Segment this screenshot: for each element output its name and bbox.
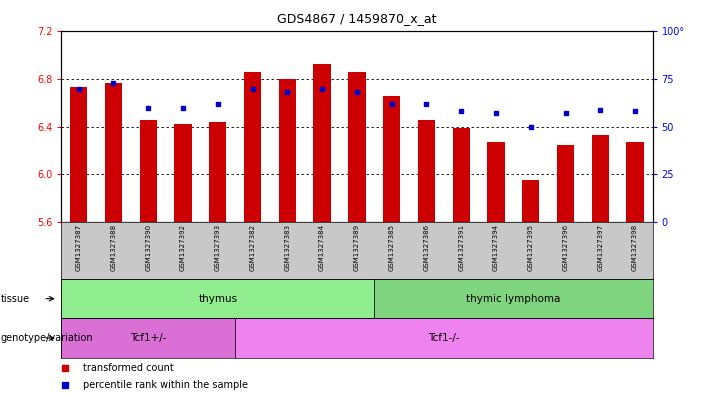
Text: GSM1327384: GSM1327384 [319,224,325,271]
Bar [314,64,331,222]
Text: GSM1327398: GSM1327398 [632,224,638,271]
Bar [557,145,574,222]
Bar [140,119,157,222]
Text: thymus: thymus [198,294,237,304]
Text: Tcf1-/-: Tcf1-/- [428,333,460,343]
Text: GSM1327391: GSM1327391 [459,224,464,271]
Text: GSM1327395: GSM1327395 [528,224,534,271]
Bar [174,124,192,222]
Bar [417,119,435,222]
Text: GSM1327385: GSM1327385 [389,224,394,271]
Text: GSM1327393: GSM1327393 [215,224,221,271]
Text: GSM1327397: GSM1327397 [597,224,603,271]
Text: thymic lymphoma: thymic lymphoma [466,294,561,304]
Bar [592,135,609,222]
Text: GSM1327390: GSM1327390 [145,224,151,271]
Bar [70,87,87,222]
Bar [348,72,366,222]
Bar [383,96,400,222]
Text: GSM1327396: GSM1327396 [562,224,569,271]
Bar [487,142,505,222]
Text: percentile rank within the sample: percentile rank within the sample [83,380,248,390]
Text: GSM1327392: GSM1327392 [180,224,186,271]
Bar [278,79,296,222]
Text: genotype/variation: genotype/variation [1,333,93,343]
Bar [61,318,235,358]
Text: GSM1327388: GSM1327388 [110,224,117,271]
Text: GDS4867 / 1459870_x_at: GDS4867 / 1459870_x_at [277,12,437,25]
Bar [235,318,653,358]
Bar [522,180,539,222]
Bar [105,83,122,222]
Text: GSM1327387: GSM1327387 [76,224,81,271]
Text: GSM1327383: GSM1327383 [284,224,291,271]
Bar [453,128,470,222]
Text: transformed count: transformed count [83,363,174,373]
Bar [374,279,653,318]
Bar [61,279,374,318]
Text: GSM1327389: GSM1327389 [354,224,360,271]
Bar [209,122,226,222]
Bar [627,142,644,222]
Text: GSM1327382: GSM1327382 [249,224,255,271]
Text: GSM1327394: GSM1327394 [493,224,499,271]
Text: Tcf1+/-: Tcf1+/- [130,333,167,343]
Bar [244,72,261,222]
Text: tissue: tissue [1,294,30,304]
Text: GSM1327386: GSM1327386 [423,224,430,271]
